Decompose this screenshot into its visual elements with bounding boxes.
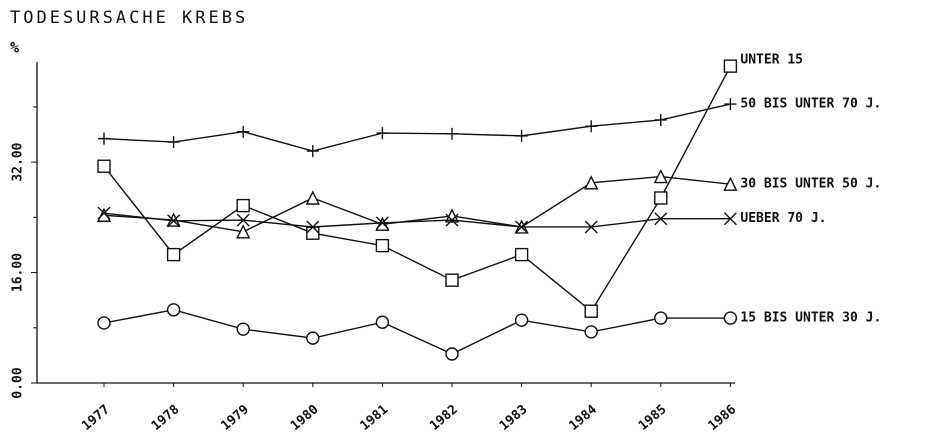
x-tick-label: 1985: [636, 402, 670, 434]
marker-circle: [166, 303, 181, 317]
x-tick-label: 1980: [288, 402, 322, 434]
marker-plus: [654, 113, 667, 126]
marker-triangle: [444, 208, 460, 223]
marker-circle: [306, 331, 320, 345]
marker-circle: [236, 322, 250, 336]
marker-circle: [723, 311, 738, 325]
marker-x: [375, 216, 389, 230]
marker-triangle: [375, 216, 390, 231]
marker-x: [167, 214, 181, 228]
y-axis-label: %: [10, 39, 19, 57]
marker-square: [166, 247, 181, 262]
series-line: [103, 212, 731, 228]
series-label: UEBER 70 J.: [740, 211, 826, 226]
marker-triangle: [653, 169, 668, 184]
marker-circle: [514, 313, 529, 327]
marker-circle: [445, 347, 459, 361]
series-label: 50 BIS UNTER 70 J.: [740, 97, 881, 112]
marker-square: [445, 273, 459, 287]
marker-triangle: [236, 224, 251, 239]
series-line: [103, 175, 731, 233]
x-tick-label: 1983: [497, 402, 531, 434]
marker-x: [236, 213, 250, 227]
series-label: UNTER 15: [740, 53, 803, 68]
marker-x: [445, 213, 459, 227]
marker-triangle: [584, 175, 599, 190]
marker-plus: [306, 145, 319, 158]
marker-square: [375, 238, 390, 253]
marker-square: [654, 191, 668, 205]
series-label: 15 BIS UNTER 30 J.: [740, 311, 881, 326]
marker-plus: [585, 120, 598, 133]
marker-plus: [446, 127, 458, 140]
marker-plus: [237, 125, 250, 138]
marker-x: [723, 212, 737, 226]
series-line: [103, 65, 732, 313]
series-label: 30 BIS UNTER 50 J.: [740, 177, 881, 192]
marker-x: [515, 220, 529, 234]
y-tick-label: 32.00: [11, 142, 26, 181]
x-tick-label: 1984: [566, 402, 600, 434]
x-tick-label: 1986: [706, 402, 740, 434]
x-tick-label: 1977: [79, 402, 113, 434]
series-line: [103, 309, 731, 355]
marker-circle: [584, 325, 598, 339]
marker-square: [514, 247, 529, 262]
marker-x: [306, 220, 320, 234]
x-tick-label: 1979: [218, 402, 252, 434]
marker-plus: [515, 129, 528, 142]
marker-square: [97, 159, 111, 173]
series-line: [103, 103, 731, 152]
marker-triangle: [305, 190, 320, 205]
marker-x: [584, 220, 598, 234]
x-tick-label: 1981: [358, 402, 392, 434]
x-tick-label: 1978: [149, 402, 183, 434]
marker-circle: [375, 315, 390, 329]
marker-plus: [376, 127, 389, 140]
marker-square: [306, 226, 320, 240]
marker-square: [236, 198, 250, 213]
marker-triangle: [723, 176, 738, 191]
y-tick-label: 16.00: [11, 253, 26, 292]
marker-x: [97, 206, 111, 220]
marker-plus: [98, 132, 110, 145]
marker-circle: [654, 311, 668, 325]
x-tick-label: 1982: [427, 402, 461, 434]
marker-plus: [167, 136, 180, 149]
chart-title: TODESURSACHE KREBS: [10, 8, 248, 28]
marker-square: [723, 59, 738, 73]
marker-plus: [724, 98, 737, 111]
marker-circle: [97, 316, 111, 330]
marker-x: [654, 212, 668, 226]
marker-square: [584, 304, 598, 318]
y-tick-label: 0.00: [11, 367, 26, 398]
